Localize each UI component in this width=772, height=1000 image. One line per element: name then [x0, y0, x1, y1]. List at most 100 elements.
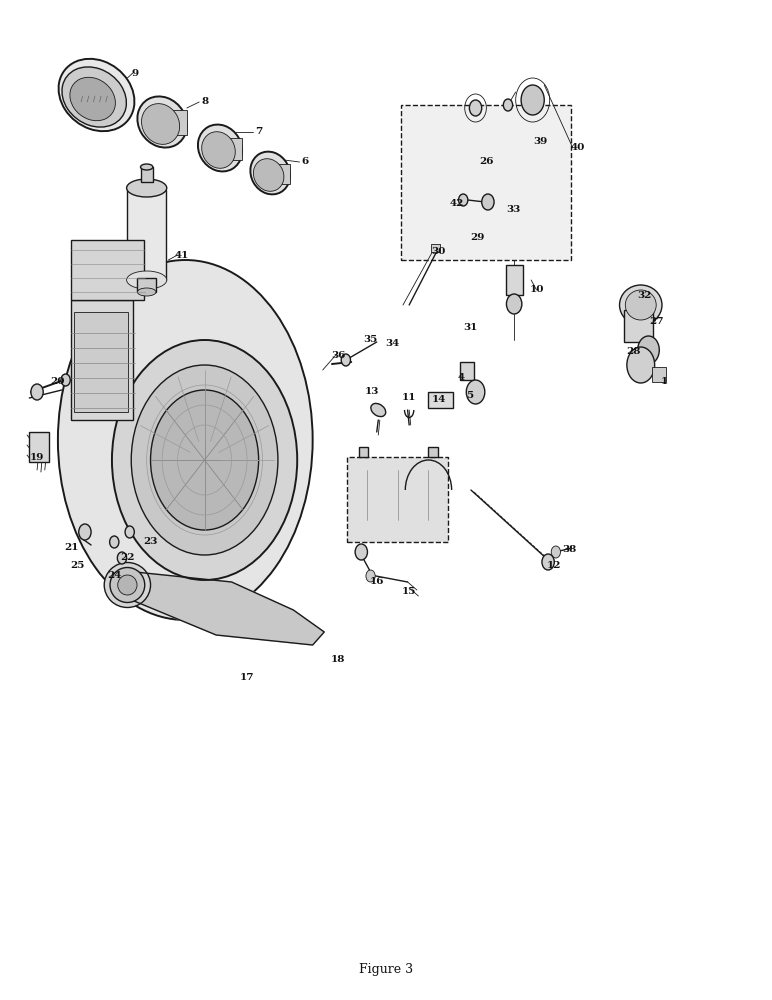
Ellipse shape — [58, 260, 313, 620]
Bar — [229, 138, 242, 160]
Bar — [506, 265, 523, 295]
Text: 32: 32 — [638, 290, 652, 300]
Ellipse shape — [104, 562, 151, 607]
Ellipse shape — [201, 132, 235, 168]
Text: 13: 13 — [365, 387, 379, 396]
Text: 25: 25 — [70, 560, 84, 570]
Polygon shape — [116, 572, 324, 645]
Circle shape — [355, 544, 367, 560]
Circle shape — [341, 354, 350, 366]
Text: 15: 15 — [402, 587, 416, 596]
Ellipse shape — [137, 96, 187, 148]
Bar — [359, 447, 368, 457]
Ellipse shape — [141, 164, 153, 170]
Ellipse shape — [110, 568, 145, 602]
Text: 42: 42 — [450, 198, 464, 208]
Text: 6: 6 — [301, 157, 309, 166]
Text: 21: 21 — [64, 544, 78, 552]
Ellipse shape — [127, 179, 167, 197]
Text: 14: 14 — [432, 395, 445, 404]
Bar — [71, 240, 144, 300]
Circle shape — [482, 194, 494, 210]
Text: 26: 26 — [479, 157, 493, 166]
Bar — [278, 164, 290, 184]
Circle shape — [112, 340, 297, 580]
Circle shape — [61, 374, 70, 386]
Text: 22: 22 — [120, 552, 134, 562]
Text: 40: 40 — [571, 143, 584, 152]
Ellipse shape — [117, 575, 137, 595]
Text: 5: 5 — [466, 390, 473, 399]
Bar — [29, 432, 49, 462]
Ellipse shape — [198, 125, 242, 171]
Ellipse shape — [70, 77, 115, 121]
Ellipse shape — [250, 152, 290, 194]
Ellipse shape — [127, 271, 167, 289]
Text: 7: 7 — [255, 127, 262, 136]
Circle shape — [125, 526, 134, 538]
Circle shape — [469, 100, 482, 116]
Bar — [347, 457, 448, 542]
Text: 30: 30 — [432, 247, 445, 256]
Bar — [74, 312, 128, 412]
Text: 11: 11 — [402, 392, 416, 401]
Bar — [137, 278, 156, 292]
Circle shape — [542, 554, 554, 570]
Text: 16: 16 — [370, 578, 384, 586]
Circle shape — [79, 524, 91, 540]
Ellipse shape — [371, 403, 386, 417]
Ellipse shape — [625, 290, 656, 320]
Text: 28: 28 — [626, 348, 640, 357]
Text: 4: 4 — [458, 373, 466, 382]
Bar — [171, 110, 187, 135]
Bar — [652, 367, 666, 382]
Text: 38: 38 — [563, 546, 577, 554]
Text: 17: 17 — [240, 674, 254, 682]
Circle shape — [638, 336, 659, 364]
Text: 1: 1 — [660, 377, 668, 386]
Text: 39: 39 — [533, 137, 547, 146]
Text: 35: 35 — [364, 336, 378, 344]
Text: 27: 27 — [649, 318, 663, 326]
Text: 8: 8 — [201, 98, 208, 106]
Ellipse shape — [619, 285, 662, 325]
Bar — [401, 105, 571, 260]
Circle shape — [131, 365, 278, 555]
Ellipse shape — [253, 159, 284, 191]
Text: 9: 9 — [131, 68, 139, 78]
Text: 41: 41 — [174, 250, 188, 259]
Text: 20: 20 — [51, 377, 65, 386]
Ellipse shape — [141, 104, 180, 144]
Circle shape — [503, 99, 513, 111]
Bar — [624, 310, 653, 342]
Bar — [71, 300, 133, 420]
Circle shape — [151, 390, 259, 530]
Text: 33: 33 — [506, 206, 520, 215]
Text: 31: 31 — [464, 324, 478, 332]
Bar — [141, 167, 153, 182]
Circle shape — [506, 294, 522, 314]
Circle shape — [521, 85, 544, 115]
Text: 34: 34 — [385, 338, 399, 348]
Bar — [428, 447, 438, 457]
Circle shape — [627, 347, 655, 383]
Text: 29: 29 — [470, 233, 484, 242]
Circle shape — [466, 380, 485, 404]
Text: 24: 24 — [107, 570, 121, 580]
Text: 18: 18 — [331, 656, 345, 664]
Circle shape — [110, 536, 119, 548]
Circle shape — [551, 546, 560, 558]
Circle shape — [459, 194, 468, 206]
Text: 12: 12 — [547, 560, 561, 570]
Text: Figure 3: Figure 3 — [359, 964, 413, 976]
Bar — [127, 190, 166, 280]
Text: 19: 19 — [30, 452, 44, 462]
Bar — [428, 392, 453, 408]
Ellipse shape — [59, 59, 134, 131]
Bar — [431, 244, 440, 252]
Text: 36: 36 — [331, 351, 345, 360]
Circle shape — [117, 552, 127, 564]
Text: 10: 10 — [530, 286, 543, 294]
Ellipse shape — [62, 67, 127, 127]
Text: 23: 23 — [144, 538, 157, 546]
